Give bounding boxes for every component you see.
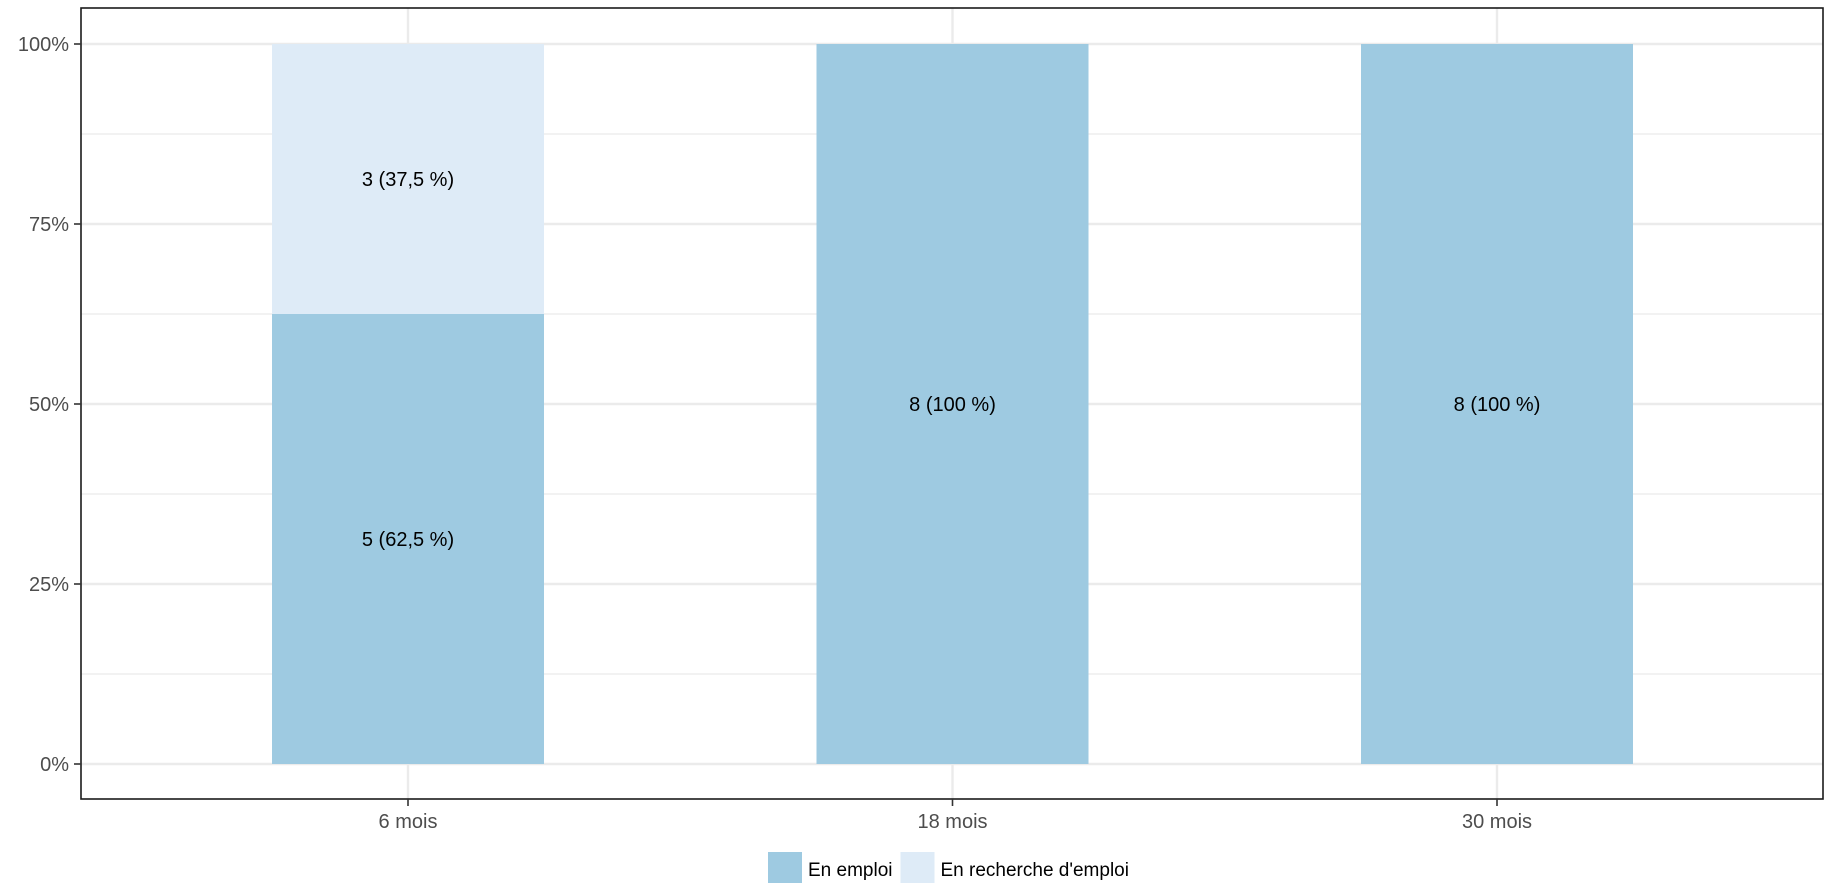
bars [272, 44, 1633, 764]
bar-segment [816, 44, 1089, 764]
data-label: 5 (62,5 %) [362, 529, 454, 551]
data-labels: 5 (62,5 %) 3 (37,5 %) 8 (100 %) 8 (100 %) [362, 169, 1540, 551]
bar-segment [272, 44, 544, 314]
x-tick-label: 6 mois [379, 811, 438, 833]
x-tick-label: 18 mois [917, 811, 987, 833]
legend-key [768, 852, 802, 883]
y-tick-label: 0% [40, 754, 69, 776]
y-tick-label: 25% [29, 574, 69, 596]
bar-segment [272, 314, 544, 764]
x-axis: 6 mois 18 mois 30 mois [379, 799, 1532, 833]
bar-segment [1361, 44, 1633, 764]
legend-label: En emploi [808, 860, 893, 881]
data-label: 8 (100 %) [909, 394, 996, 416]
y-axis: 0% 25% 50% 75% 100% [18, 34, 81, 776]
legend-key [900, 852, 935, 883]
legend-label: En recherche d'emploi [941, 860, 1129, 881]
legend: En emploi En recherche d'emploi [768, 852, 1129, 883]
x-tick-label: 30 mois [1462, 811, 1532, 833]
y-tick-label: 75% [29, 214, 69, 236]
y-tick-label: 100% [18, 34, 69, 56]
data-label: 3 (37,5 %) [362, 169, 454, 191]
data-label: 8 (100 %) [1454, 394, 1541, 416]
y-tick-label: 50% [29, 394, 69, 416]
